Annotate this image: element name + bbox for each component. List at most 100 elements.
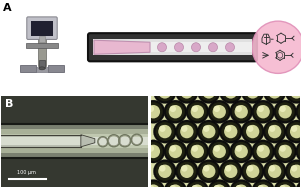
Circle shape (158, 85, 172, 99)
Circle shape (268, 125, 281, 138)
Bar (1, 134, 148, 148)
Circle shape (246, 165, 259, 178)
Bar (39, 60, 45, 68)
Polygon shape (81, 135, 95, 147)
Circle shape (158, 165, 172, 178)
Circle shape (188, 102, 207, 121)
Circle shape (164, 140, 187, 163)
Circle shape (268, 85, 281, 99)
Circle shape (169, 184, 182, 189)
Circle shape (175, 43, 184, 52)
Circle shape (164, 180, 187, 189)
Circle shape (180, 125, 194, 138)
Circle shape (225, 125, 231, 132)
Circle shape (208, 140, 231, 163)
Circle shape (265, 82, 284, 101)
Bar (1, 135, 81, 147)
Circle shape (224, 165, 237, 178)
Circle shape (265, 122, 284, 141)
Circle shape (170, 145, 176, 152)
Circle shape (285, 80, 301, 103)
Circle shape (252, 21, 301, 73)
Circle shape (224, 125, 237, 138)
Circle shape (268, 165, 281, 178)
Circle shape (291, 125, 297, 132)
Circle shape (279, 145, 286, 152)
Circle shape (157, 43, 166, 52)
Circle shape (197, 160, 220, 183)
Circle shape (159, 165, 166, 172)
Circle shape (169, 105, 182, 119)
Circle shape (296, 100, 301, 123)
Circle shape (175, 160, 198, 183)
Circle shape (254, 102, 273, 121)
Bar (38, 36, 46, 66)
Circle shape (203, 125, 209, 132)
Circle shape (234, 145, 248, 158)
Circle shape (177, 82, 196, 101)
Circle shape (191, 105, 204, 119)
Circle shape (269, 165, 275, 172)
Circle shape (148, 106, 154, 112)
Circle shape (243, 82, 262, 101)
Bar (26, 43, 58, 48)
Circle shape (221, 162, 240, 181)
Circle shape (232, 182, 251, 189)
Circle shape (291, 86, 297, 92)
FancyBboxPatch shape (88, 33, 257, 61)
Circle shape (254, 182, 273, 189)
Circle shape (298, 102, 301, 121)
Bar (1, 124, 148, 158)
Circle shape (232, 102, 251, 121)
Circle shape (197, 80, 220, 103)
Circle shape (208, 180, 231, 189)
Circle shape (154, 120, 176, 143)
Circle shape (219, 120, 242, 143)
Circle shape (241, 80, 264, 103)
Circle shape (155, 122, 174, 141)
Circle shape (142, 100, 165, 123)
Circle shape (154, 80, 176, 103)
Circle shape (279, 106, 286, 112)
Bar (36, 67, 48, 72)
Circle shape (291, 165, 297, 172)
Circle shape (234, 184, 248, 189)
Circle shape (142, 180, 165, 189)
Circle shape (257, 185, 264, 189)
Text: A: A (3, 3, 12, 13)
Circle shape (210, 182, 229, 189)
Circle shape (210, 102, 229, 121)
Circle shape (175, 80, 198, 103)
Circle shape (199, 122, 218, 141)
Circle shape (235, 145, 242, 152)
Circle shape (210, 142, 229, 161)
Circle shape (209, 43, 218, 52)
Circle shape (278, 105, 292, 119)
Circle shape (191, 43, 200, 52)
Circle shape (252, 180, 275, 189)
Circle shape (287, 162, 301, 181)
Circle shape (181, 165, 188, 172)
Circle shape (159, 86, 166, 92)
Circle shape (154, 160, 176, 183)
Circle shape (278, 145, 292, 158)
Circle shape (213, 105, 226, 119)
Circle shape (191, 185, 198, 189)
Circle shape (147, 184, 160, 189)
Circle shape (230, 140, 253, 163)
Circle shape (274, 180, 296, 189)
Circle shape (166, 102, 185, 121)
Circle shape (285, 160, 301, 183)
Circle shape (300, 145, 301, 158)
Circle shape (298, 182, 301, 189)
Circle shape (202, 165, 216, 178)
Circle shape (170, 185, 176, 189)
Circle shape (241, 160, 264, 183)
Circle shape (191, 145, 198, 152)
Circle shape (221, 122, 240, 141)
Circle shape (219, 160, 242, 183)
Circle shape (243, 122, 262, 141)
Circle shape (247, 125, 253, 132)
Circle shape (186, 140, 209, 163)
Bar (20, 65, 36, 72)
